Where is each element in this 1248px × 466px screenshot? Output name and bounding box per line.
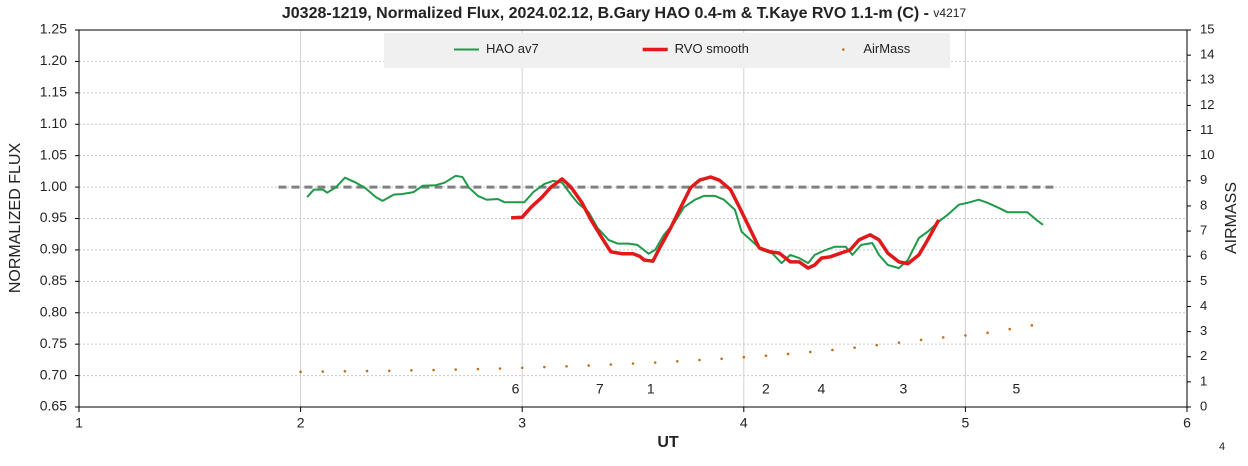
x-tick-label: 1 [75, 415, 83, 431]
airmass-point [609, 363, 613, 366]
y-tick-label: 1.20 [40, 52, 67, 68]
x-axis-label: UT [657, 434, 679, 451]
y2-tick-label: 10 [1200, 147, 1214, 162]
airmass-point [919, 338, 923, 342]
airmass-point [897, 341, 901, 344]
airmass-point [432, 368, 435, 372]
airmass-point [343, 370, 347, 373]
x-tick-label: 5 [962, 415, 970, 431]
annotation: 7 [596, 381, 604, 397]
y-tick-label: 1.25 [40, 21, 67, 37]
y-tick-label: 0.90 [40, 241, 67, 257]
y2-tick-label: 7 [1200, 223, 1207, 238]
y-tick-label: 1.00 [40, 178, 67, 194]
annotation: 2 [762, 381, 770, 397]
airmass-point [476, 367, 480, 371]
airmass-point [543, 365, 546, 369]
title: J0328-1219, Normalized Flux, 2024.02.12,… [282, 5, 934, 22]
x-tick-label: 6 [1183, 415, 1191, 431]
chart-title: J0328-1219, Normalized Flux, 2024.02.12,… [282, 5, 967, 22]
airmass-point [853, 346, 856, 349]
airmass-point [454, 368, 458, 371]
airmass-point [986, 331, 989, 335]
airmass-point [387, 369, 391, 373]
y2-tick-label: 11 [1200, 122, 1214, 137]
legend-label: RVO smooth [675, 41, 749, 56]
airmass-point [365, 369, 369, 373]
series-line [510, 175, 941, 270]
airmass-point [764, 354, 768, 358]
airmass-point [1030, 324, 1034, 327]
y2-tick-label: 5 [1200, 273, 1207, 288]
y2-tick-label: 2 [1200, 348, 1207, 363]
airmass-point [831, 348, 834, 352]
airmass-point [742, 355, 746, 359]
y2-tick-label: 9 [1200, 172, 1207, 187]
y2-axis-label: AIRMASS [1223, 182, 1240, 254]
annotation: 4 [817, 381, 825, 397]
airmass-point [587, 364, 590, 367]
y2-tick-label: 12 [1200, 97, 1214, 112]
annotation: 6 [512, 381, 520, 397]
y2-tick-label: 3 [1200, 323, 1207, 338]
y-tick-label: 0.95 [40, 209, 67, 225]
x-tick-label: 4 [740, 415, 748, 431]
airmass-point [565, 364, 568, 368]
legend-swatch [842, 48, 845, 51]
y-tick-label: 1.15 [40, 84, 67, 100]
airmass-point [941, 336, 945, 339]
airmass-point [698, 358, 701, 362]
legend-label: AirMass [863, 41, 910, 56]
x-tick-label: 3 [518, 415, 526, 431]
airmass-point [875, 343, 879, 347]
version: v4217 [933, 6, 966, 20]
airmass-point [410, 369, 413, 372]
airmass-point [1008, 327, 1012, 331]
y-tick-label: 0.75 [40, 335, 67, 351]
legend: HAO av7 RVO smooth AirMass [384, 33, 950, 68]
airmass-point [720, 357, 723, 361]
y-tick-label: 0.65 [40, 398, 67, 414]
airmass-point [321, 370, 325, 373]
legend-label: HAO av7 [486, 41, 539, 56]
plot-frame [78, 29, 1188, 408]
annotation: 5 [1012, 381, 1020, 397]
y2-tick-label: 6 [1200, 248, 1207, 263]
y2-tick-label: 1 [1200, 373, 1207, 388]
y-tick-label: 1.10 [40, 115, 67, 131]
corner-label: 4 [1219, 441, 1225, 453]
annotation: 1 [647, 381, 655, 397]
y2-tick-label: 14 [1200, 47, 1214, 62]
airmass-point [520, 366, 524, 370]
y-tick-label: 0.80 [40, 303, 67, 319]
airmass-point [653, 361, 657, 364]
y2-tick-label: 8 [1200, 197, 1207, 212]
airmass-point [676, 359, 679, 363]
annotation: 3 [899, 381, 907, 397]
y2-tick-label: 0 [1200, 398, 1207, 413]
airmass-point [786, 352, 790, 356]
y-axis-label: NORMALIZED FLUX [7, 143, 24, 294]
airmass-point [964, 334, 967, 337]
airmass-point [808, 350, 812, 354]
x-tick-label: 2 [297, 415, 305, 431]
y2-tick-label: 13 [1200, 72, 1214, 87]
airmass-point [631, 362, 635, 365]
y2-tick-label: 15 [1200, 21, 1214, 36]
y2-tick-label: 4 [1200, 298, 1207, 313]
y-tick-label: 1.05 [40, 146, 67, 162]
airmass-point [299, 370, 302, 374]
y-tick-label: 0.70 [40, 366, 67, 382]
y-tick-label: 0.85 [40, 272, 67, 288]
airmass-point [498, 367, 502, 370]
